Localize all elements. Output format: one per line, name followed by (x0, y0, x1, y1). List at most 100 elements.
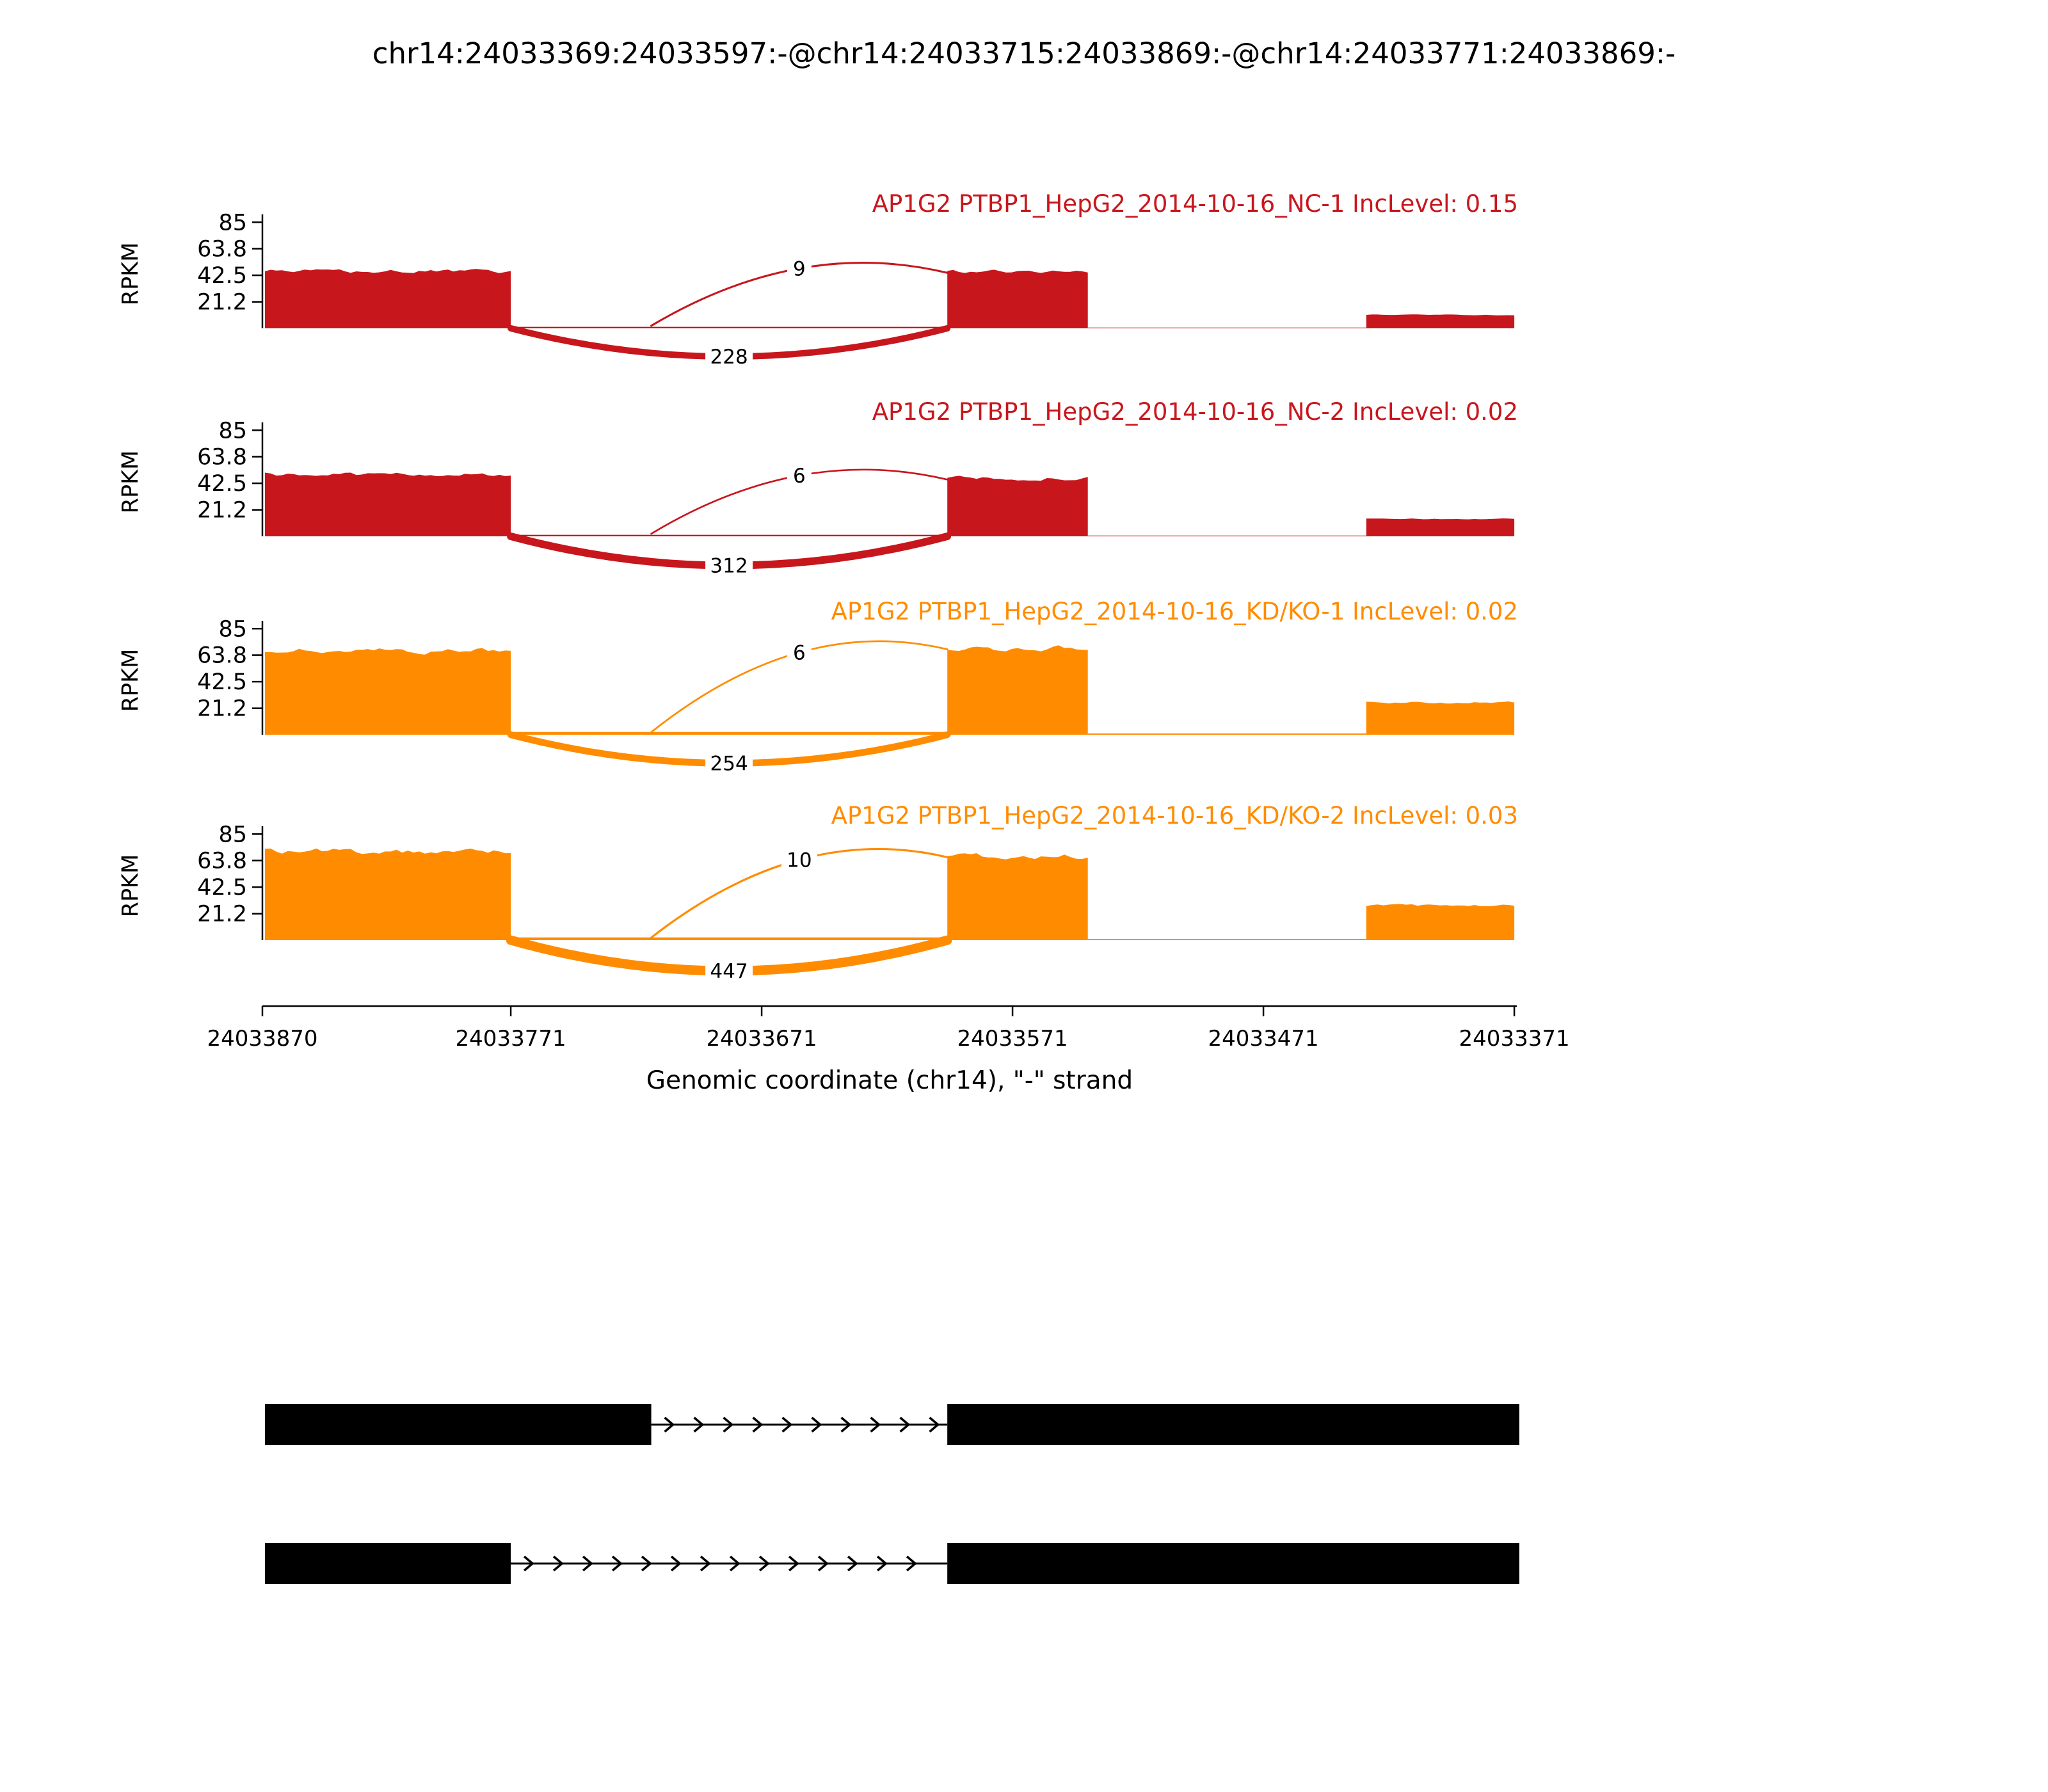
y-tick-label: 63.8 (197, 445, 247, 470)
transcript-exon (947, 1543, 1519, 1584)
coverage-exon (947, 269, 1088, 328)
intron-direction-arrow (811, 1416, 822, 1433)
transcript-isoform (264, 1404, 1519, 1445)
junction-count-label: 9 (793, 257, 806, 280)
track-label: AP1G2 PTBP1_HepG2_2014-10-16_NC-1 IncLev… (872, 190, 1518, 218)
x-tick-label: 24033371 (1459, 1026, 1570, 1052)
y-axis-title: RPKM (118, 649, 143, 712)
y-axis-title: RPKM (118, 243, 143, 306)
coverage-exon (1366, 701, 1515, 735)
junction-count-label: 254 (710, 753, 748, 776)
junction-count-mask (705, 957, 753, 985)
y-tick-label: 63.8 (197, 237, 247, 262)
x-axis-layer: 24033870 24033771 24033671 24033571 24033471… (207, 1005, 1570, 1052)
intron-direction-arrow (781, 1416, 793, 1433)
x-tick-label: 24033571 (957, 1026, 1068, 1052)
coverage-exon (947, 853, 1088, 940)
coverage-exon (947, 476, 1088, 536)
intron-direction-arrow (752, 1416, 764, 1433)
coverage-exon (1366, 518, 1515, 536)
x-tick-label: 24033471 (1208, 1026, 1319, 1052)
junction-count-label: 312 (710, 555, 748, 578)
intron-direction-arrow (876, 1555, 888, 1572)
coverage-intron (1087, 733, 1366, 735)
junction-count-label: 6 (793, 465, 806, 488)
intron-direction-arrow (847, 1555, 858, 1572)
junction-count-label: 228 (710, 346, 748, 369)
junction-count-mask (787, 462, 812, 490)
junction-count-mask (705, 343, 753, 371)
intron-direction-arrow (664, 1416, 675, 1433)
y-tick-label: 21.2 (197, 498, 247, 524)
figure-title: chr14:24033369:24033597:-@chr14:24033715… (372, 36, 1676, 70)
coverage-intron (511, 732, 948, 735)
intron-direction-arrow (670, 1555, 682, 1572)
coverage-exon (264, 848, 511, 940)
intron-direction-arrow (693, 1416, 705, 1433)
transcript-isoform (264, 1543, 1519, 1584)
transcript-exon (264, 1543, 511, 1584)
intron-direction-arrow (582, 1555, 593, 1572)
y-tick-label: 21.2 (197, 902, 247, 927)
x-tick-label: 24033870 (207, 1026, 317, 1052)
y-tick-label: 21.2 (197, 696, 247, 722)
intron-direction-arrow (700, 1555, 711, 1572)
x-tick-label: 24033771 (456, 1026, 566, 1052)
intron-direction-arrow (899, 1416, 911, 1433)
coverage-intron (511, 326, 948, 328)
intron-direction-arrow (611, 1555, 623, 1572)
intron-direction-arrow (906, 1555, 917, 1572)
intron-direction-arrow (729, 1555, 740, 1572)
x-tick-label: 24033671 (707, 1026, 817, 1052)
transcript-annotation-layer (264, 1404, 1519, 1584)
y-tick-label: 42.5 (197, 471, 247, 497)
junction-count-mask (787, 639, 812, 666)
intron-direction-arrow (723, 1416, 734, 1433)
intron-direction-arrow (817, 1555, 829, 1572)
junction-count-label: 6 (793, 641, 806, 664)
junction-count-mask (705, 552, 753, 579)
y-tick-label: 63.8 (197, 643, 247, 669)
y-tick-label: 21.2 (197, 290, 247, 316)
y-axis-title: RPKM (118, 451, 143, 514)
y-tick-label: 85 (218, 418, 247, 444)
coverage-exon (264, 648, 511, 735)
transcript-exon (264, 1404, 652, 1445)
junction-count-mask (781, 846, 817, 874)
coverage-exon (264, 269, 511, 328)
coverage-intron (511, 937, 948, 940)
track-label: AP1G2 PTBP1_HepG2_2014-10-16_NC-2 IncLev… (872, 398, 1518, 426)
y-tick-label: 42.5 (197, 263, 247, 289)
intron-direction-arrow (758, 1555, 770, 1572)
transcript-exon (947, 1404, 1519, 1445)
junction-count-label: 447 (710, 960, 748, 983)
x-axis-title: Genomic coordinate (chr14), "-" strand (646, 1066, 1133, 1095)
intron-direction-arrow (552, 1555, 564, 1572)
intron-direction-arrow (929, 1416, 940, 1433)
y-tick-label: 85 (218, 210, 247, 236)
track-label: AP1G2 PTBP1_HepG2_2014-10-16_KD/KO-2 Inc… (831, 802, 1518, 829)
coverage-intron (1087, 939, 1366, 940)
track-label: AP1G2 PTBP1_HepG2_2014-10-16_KD/KO-1 Inc… (831, 598, 1518, 625)
intron-direction-arrow (870, 1416, 881, 1433)
intron-direction-arrow (788, 1555, 799, 1572)
junction-count-label: 10 (787, 849, 812, 872)
intron-direction-arrow (523, 1555, 534, 1572)
junction-count-mask (787, 255, 812, 282)
intron-direction-arrow (641, 1555, 652, 1572)
y-tick-label: 42.5 (197, 875, 247, 900)
intron-direction-arrow (840, 1416, 852, 1433)
coverage-exon (947, 645, 1088, 735)
junction-count-mask (705, 749, 753, 777)
y-axis-title: RPKM (118, 854, 143, 918)
coverage-intron (511, 534, 948, 536)
coverage-exon (1366, 904, 1515, 940)
y-tick-label: 85 (218, 822, 247, 847)
